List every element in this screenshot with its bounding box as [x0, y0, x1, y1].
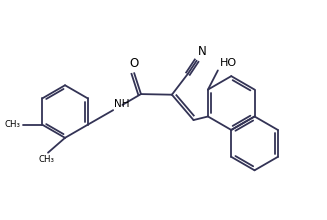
Text: NH: NH	[114, 99, 130, 109]
Text: CH₃: CH₃	[5, 120, 21, 129]
Text: CH₃: CH₃	[39, 155, 55, 164]
Text: HO: HO	[219, 58, 236, 68]
Text: N: N	[198, 45, 207, 58]
Text: O: O	[129, 57, 139, 70]
